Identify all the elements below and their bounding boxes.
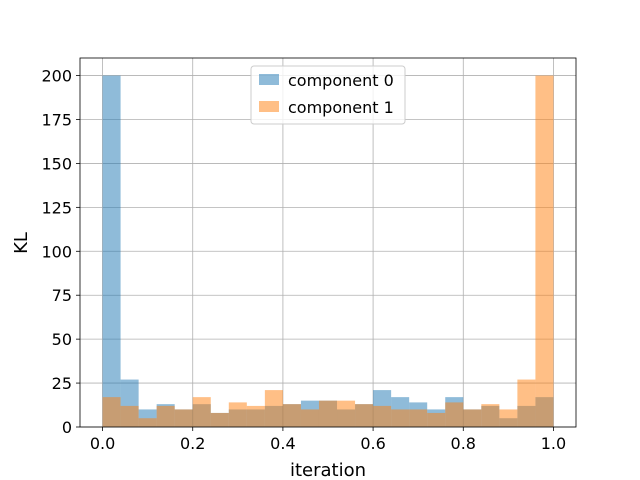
legend-swatch-component-1 [259,101,279,112]
y-tick-label: 125 [41,198,72,217]
bar-series-1-bin-19 [445,402,464,427]
bar-series-1-bin-7 [228,402,247,427]
bar-series-1-bin-20 [463,409,482,427]
bar-series-1-bin-12 [318,400,338,427]
y-tick-label: 75 [52,286,72,305]
bar-series-1-bin-4 [174,409,193,427]
x-tick-label: 0.4 [270,434,295,453]
y-tick-label: 50 [52,330,72,349]
x-tick-label: 0.2 [180,434,205,453]
x-axis-label: iteration [290,460,366,480]
bar-series-1-bin-6 [210,412,229,427]
x-tick-label: 0.6 [360,434,385,453]
bar-series-1-bin-3 [156,405,175,427]
bar-series-1-bin-2 [138,418,157,427]
bar-series-1-bin-23 [517,379,536,427]
ticks: 0.0 0.2 0.4 0.6 0.8 1.0 0 25 50 75 100 125 150 175 200 [41,67,566,453]
legend-label-component-1: component 1 [288,98,394,117]
y-tick-label: 150 [41,154,72,173]
bar-series-1-bin-18 [427,412,446,427]
bar-series-1-bin-9 [264,390,283,427]
bar-series-1-bin-8 [246,405,265,427]
legend-swatch-component-0 [259,74,279,85]
y-axis-label: KL [11,232,32,254]
x-tick-label: 0.8 [451,434,476,453]
y-tick-label: 0 [62,418,72,437]
bars [102,75,554,428]
bar-series-1-bin-17 [409,409,428,427]
bar-series-1-bin-15 [373,405,392,427]
x-tick-label: 1.0 [541,434,566,453]
x-tick-label: 0.0 [90,434,115,453]
bar-series-1-bin-1 [120,405,139,427]
bar-series-1-bin-16 [391,409,410,427]
bar-series-1-bin-21 [481,404,500,427]
legend-label-component-0: component 0 [288,71,394,90]
bar-series-1-bin-22 [499,409,518,427]
bar-series-1-bin-11 [300,409,319,427]
bar-series-1-bin-13 [337,400,356,427]
bar-series-1-bin-14 [355,404,374,427]
y-tick-label: 200 [41,67,72,86]
bar-series-1-bin-10 [282,404,301,427]
bar-series-1-bin-0 [102,397,121,427]
bar-series-1-bin-24 [535,75,554,428]
legend-frame [250,65,406,125]
bar-series-1-bin-5 [192,397,211,427]
y-tick-label: 175 [41,111,72,130]
plot-frame [79,57,577,428]
y-tick-label: 100 [41,242,72,261]
y-tick-label: 25 [52,374,72,393]
legend: component 0 component 1 [250,65,406,125]
bar-series-0-bin-0 [102,75,121,428]
